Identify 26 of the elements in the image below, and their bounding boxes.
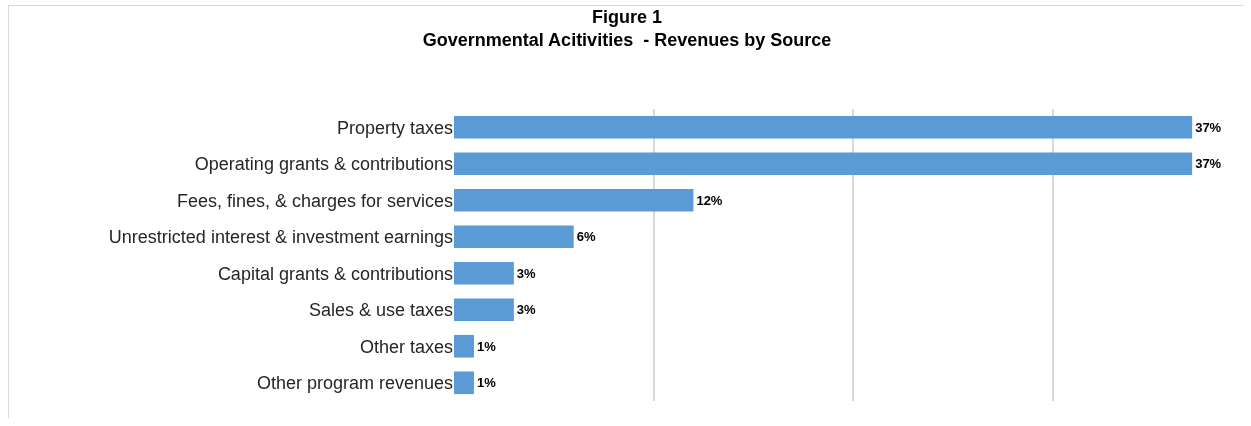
y-tick-label: Property taxes — [336, 117, 453, 138]
y-tick-label: Fees, fines, & charges for services — [176, 190, 453, 211]
data-label: 6% — [576, 229, 596, 245]
data-label: 12% — [696, 192, 723, 208]
y-tick-label: Unrestricted interest & investment earnings — [108, 227, 453, 248]
data-label: 3% — [516, 265, 537, 281]
bar — [454, 334, 474, 358]
bar — [454, 225, 574, 249]
bar — [454, 298, 514, 322]
bar — [454, 152, 1193, 176]
data-label: 37% — [1195, 156, 1222, 172]
bar — [454, 261, 514, 285]
data-label: 3% — [516, 302, 537, 318]
data-label: 1% — [476, 375, 497, 391]
y-tick-label: Operating grants & contributions — [194, 154, 453, 175]
bar — [454, 188, 694, 212]
data-label: 1% — [476, 338, 497, 354]
chart-title: Figure 1 — [591, 6, 663, 27]
y-tick-label: Other taxes — [359, 336, 453, 357]
bar — [454, 371, 474, 395]
chart-subtitle: Governmental Acitivities - Revenues by Source — [422, 29, 832, 50]
data-label: 37% — [1195, 119, 1222, 135]
bar — [454, 115, 1193, 139]
y-tick-label: Capital grants & contributions — [217, 263, 453, 284]
y-tick-label: Sales & use taxes — [308, 300, 453, 321]
y-tick-label: Other program revenues — [256, 373, 453, 394]
